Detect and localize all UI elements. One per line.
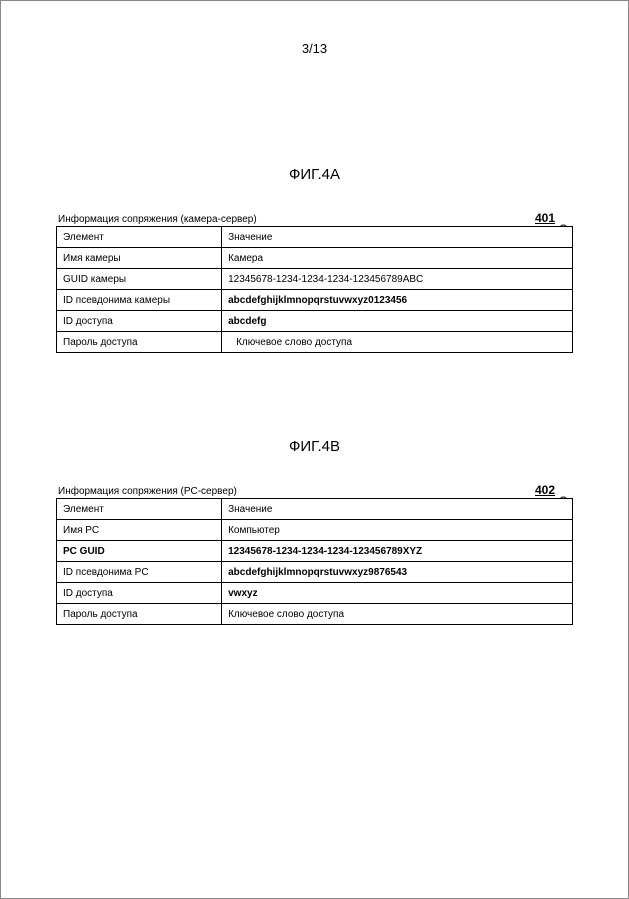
table-row: PC GUID 12345678-1234-1234-1234-12345678… xyxy=(57,541,573,562)
cell-element: ID псевдонима камеры xyxy=(57,290,222,311)
figure-4a-table: Элемент Значение Имя камеры Камера GUID … xyxy=(56,226,573,353)
cell-value: abcdefghijklmnopqrstuvwxyz9876543 xyxy=(222,562,573,583)
cell-element: Имя камеры xyxy=(57,248,222,269)
figure-4b-caption: Информация сопряжения (PC-сервер) xyxy=(56,486,237,497)
cell-element: ID доступа xyxy=(57,583,222,604)
table-row: ID псевдонима камеры abcdefghijklmnopqrs… xyxy=(57,290,573,311)
figure-4a: ФИГ.4A Информация сопряжения (камера-сер… xyxy=(56,166,573,353)
page-container: 3/13 ФИГ.4A Информация сопряжения (камер… xyxy=(0,0,629,899)
header-element: Элемент xyxy=(57,499,222,520)
table-row: Пароль доступа Ключевое слово доступа xyxy=(57,604,573,625)
cell-element: Имя PC xyxy=(57,520,222,541)
table-row: Элемент Значение xyxy=(57,499,573,520)
cell-value: Ключевое слово доступа xyxy=(222,332,573,353)
figure-4b-title: ФИГ.4B xyxy=(56,438,573,455)
figure-4a-ref-wrap: 401 ⌢ xyxy=(535,211,573,225)
table-row: Пароль доступа Ключевое слово доступа xyxy=(57,332,573,353)
figure-4a-ref: 401 xyxy=(535,211,555,225)
cell-value: abcdefg xyxy=(222,311,573,332)
figure-4b-ref-wrap: 402 ⌢ xyxy=(535,483,573,497)
figure-4b-caption-row: Информация сопряжения (PC-сервер) 402 ⌢ xyxy=(56,483,573,497)
table-row: GUID камеры 12345678-1234-1234-1234-1234… xyxy=(57,269,573,290)
cell-value: Компьютер xyxy=(222,520,573,541)
header-value: Значение xyxy=(222,499,573,520)
cell-element: ID псевдонима PC xyxy=(57,562,222,583)
cell-value: 12345678-1234-1234-1234-123456789ABC xyxy=(222,269,573,290)
table-row: ID доступа vwxyz xyxy=(57,583,573,604)
header-value: Значение xyxy=(222,227,573,248)
figure-4b: ФИГ.4B Информация сопряжения (PC-сервер)… xyxy=(56,438,573,625)
figure-4a-caption: Информация сопряжения (камера-сервер) xyxy=(56,214,257,225)
cell-element: GUID камеры xyxy=(57,269,222,290)
table-row: ID доступа abcdefg xyxy=(57,311,573,332)
table-row: Элемент Значение xyxy=(57,227,573,248)
figure-4b-table: Элемент Значение Имя PC Компьютер PC GUI… xyxy=(56,498,573,625)
cell-element: Пароль доступа xyxy=(57,332,222,353)
cell-value: 12345678-1234-1234-1234-123456789XYZ xyxy=(222,541,573,562)
cell-value: Ключевое слово доступа xyxy=(222,604,573,625)
figure-4a-title: ФИГ.4A xyxy=(56,166,573,183)
cell-value: vwxyz xyxy=(222,583,573,604)
figure-4a-caption-row: Информация сопряжения (камера-сервер) 40… xyxy=(56,211,573,225)
table-row: Имя PC Компьютер xyxy=(57,520,573,541)
cell-value: abcdefghijklmnopqrstuvwxyz0123456 xyxy=(222,290,573,311)
table-row: ID псевдонима PC abcdefghijklmnopqrstuvw… xyxy=(57,562,573,583)
figure-4b-ref: 402 xyxy=(535,483,555,497)
cell-element: Пароль доступа xyxy=(57,604,222,625)
page-number: 3/13 xyxy=(56,41,573,56)
cell-value: Камера xyxy=(222,248,573,269)
cell-element: PC GUID xyxy=(57,541,222,562)
header-element: Элемент xyxy=(57,227,222,248)
table-row: Имя камеры Камера xyxy=(57,248,573,269)
cell-element: ID доступа xyxy=(57,311,222,332)
